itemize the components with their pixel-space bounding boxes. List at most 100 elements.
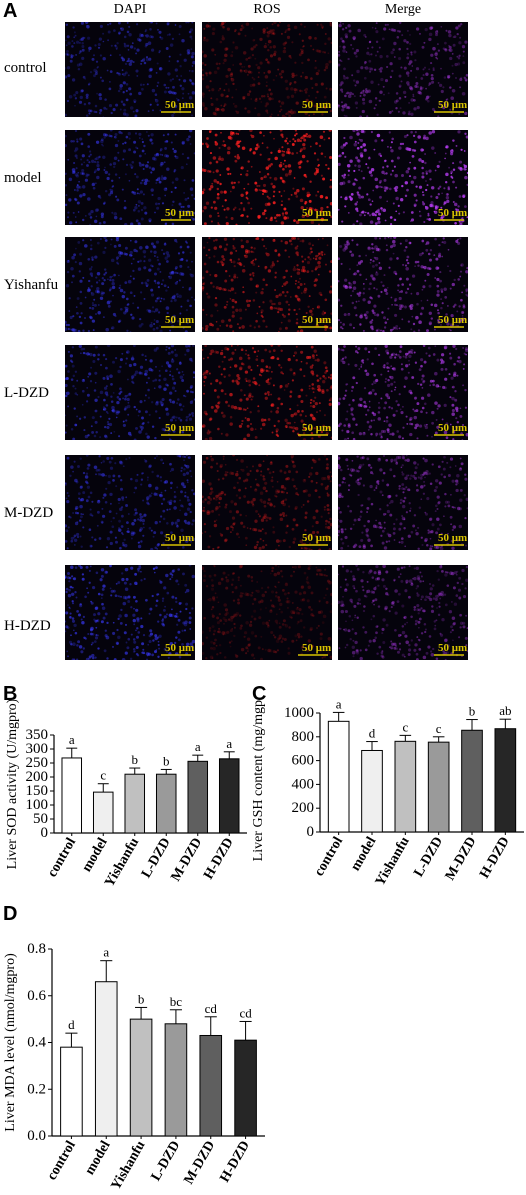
significance-letter-control: a [69, 732, 75, 747]
panel-label-d: D [3, 903, 18, 925]
micrograph-dapi-l-dzd [65, 345, 195, 440]
significance-letter-control: d [68, 1017, 75, 1032]
scale-bar-label: 50 μm [302, 642, 332, 654]
bar-l-dzd [427, 741, 450, 833]
scale-bar-label: 50 μm [165, 532, 195, 544]
y-tick-label: 0.0 [27, 1128, 46, 1144]
significance-letter-model: c [100, 768, 106, 783]
scale-bar-label: 50 μm [438, 207, 468, 219]
significance-letter-m-dzd: b [469, 704, 476, 719]
significance-letter-m-dzd: a [195, 739, 201, 754]
row-label-model: model [4, 170, 42, 186]
scale-bar-label: 50 μm [302, 314, 332, 326]
scale-bar-label: 50 μm [438, 422, 468, 434]
scale-bar-label: 50 μm [302, 532, 332, 544]
bar-h-dzd [234, 1039, 257, 1137]
micrograph-dapi-m-dzd [65, 455, 195, 550]
micrograph-ros-yishanfu [202, 237, 332, 332]
significance-letter-h-dzd: cd [239, 1005, 252, 1020]
x-tick-label-m-dzd: M-DZD [443, 835, 480, 884]
significance-letter-model: d [369, 726, 376, 741]
scale-bar-label: 50 μm [438, 314, 468, 326]
significance-letter-h-dzd: ab [499, 703, 511, 718]
panel-label-c: C [252, 683, 267, 705]
bar-control [60, 1046, 83, 1137]
scale-bar-label: 50 μm [165, 99, 195, 111]
x-tick-label-l-dzd: L-DZD [149, 1139, 184, 1184]
micrograph-merge-control [338, 22, 468, 117]
bar-yishanfu [129, 1018, 153, 1137]
micrograph-ros-h-dzd [202, 565, 332, 660]
y-tick-label: 100 [26, 797, 49, 813]
significance-letter-m-dzd: cd [205, 1001, 218, 1016]
micrograph-merge-model [338, 130, 468, 225]
scale-bar-label: 50 μm [165, 422, 195, 434]
column-header-ros: ROS [253, 2, 281, 17]
scale-bar-label: 50 μm [438, 99, 468, 111]
y-tick-label: 250 [26, 755, 49, 771]
chart-svg: 0 200 400 600 800 1000 Liver GSH content (mg/m… [251, 683, 524, 889]
row-label-yishanfu: Yishanfu [4, 277, 59, 293]
panel-label-a: A [3, 0, 18, 22]
x-tick-label-control: control [45, 835, 79, 879]
panel-label-b: B [3, 683, 18, 705]
bar-m-dzd [199, 1034, 223, 1137]
y-tick-label: 600 [292, 753, 315, 769]
significance-letter-yishanfu: b [132, 752, 139, 767]
significance-letter-l-dzd: b [163, 753, 170, 768]
micrograph-merge-m-dzd [338, 455, 468, 550]
bar-h-dzd [494, 728, 517, 833]
x-tick-label-yishanfu: Yishanfu [109, 1138, 149, 1190]
y-tick-label: 0.8 [27, 941, 46, 957]
scale-bar-label: 50 μm [302, 99, 332, 111]
y-tick-label: 50 [33, 811, 48, 827]
x-tick-label-model: model [82, 1138, 113, 1177]
bar-h-dzd [218, 758, 240, 834]
x-tick-label-l-dzd: L-DZD [139, 836, 174, 881]
scale-bar-label: 50 μm [165, 314, 195, 326]
row-label-m-dzd: M-DZD [4, 505, 54, 521]
y-tick-label: 0.6 [27, 988, 46, 1004]
scale-bar-label: 50 μm [302, 207, 332, 219]
y-tick-label: 0 [307, 824, 315, 840]
bar-yishanfu [394, 740, 417, 833]
bar-control [61, 757, 83, 834]
y-tick-label: 0 [41, 825, 49, 841]
chart-gsh-content: 0 200 400 600 800 1000 Liver GSH content (mg/m… [250, 683, 526, 900]
x-tick-label-h-dzd: H-DZD [201, 836, 237, 883]
significance-letter-l-dzd: c [436, 721, 442, 736]
bar-model [92, 791, 114, 834]
x-tick-label-h-dzd: H-DZD [217, 1139, 253, 1186]
y-axis-label: Liver MDA level (nmol/mgpro) [3, 953, 18, 1132]
bar-model [361, 749, 383, 833]
significance-letter-model: a [103, 945, 109, 960]
column-header-dapi: DAPI [113, 2, 147, 17]
row-label-control: control [4, 60, 47, 76]
row-label-l-dzd: L-DZD [4, 385, 49, 401]
micrograph-ros-m-dzd [202, 455, 332, 550]
chart-sod-activity: 0 50 100 150 200 250 300 350 Liver SOD activity … [0, 698, 250, 900]
y-axis-label: Liver SOD activity (U/mgpro) [5, 700, 20, 869]
micrograph-dapi-control [65, 22, 195, 117]
x-tick-label-m-dzd: M-DZD [169, 836, 206, 885]
scale-bar-label: 50 μm [165, 642, 195, 654]
y-tick-label: 200 [26, 769, 49, 785]
column-header-merge: Merge [384, 2, 422, 17]
y-tick-label: 150 [26, 783, 49, 799]
y-tick-label: 350 [26, 727, 49, 743]
bar-m-dzd [461, 729, 483, 833]
scale-bar-label: 50 μm [302, 422, 332, 434]
significance-letter-h-dzd: a [226, 736, 232, 751]
micrograph-ros-control [202, 22, 332, 117]
x-tick-label-m-dzd: M-DZD [182, 1139, 219, 1188]
x-tick-label-l-dzd: L-DZD [411, 835, 446, 880]
significance-letter-l-dzd: bc [170, 994, 183, 1009]
y-tick-label: 0.2 [27, 1081, 46, 1097]
micrograph-merge-l-dzd [338, 345, 468, 440]
x-tick-label-h-dzd: H-DZD [477, 835, 513, 882]
bar-yishanfu [124, 773, 146, 834]
y-tick-label: 200 [292, 800, 315, 816]
bar-m-dzd [187, 760, 209, 834]
bar-l-dzd [164, 1023, 188, 1137]
